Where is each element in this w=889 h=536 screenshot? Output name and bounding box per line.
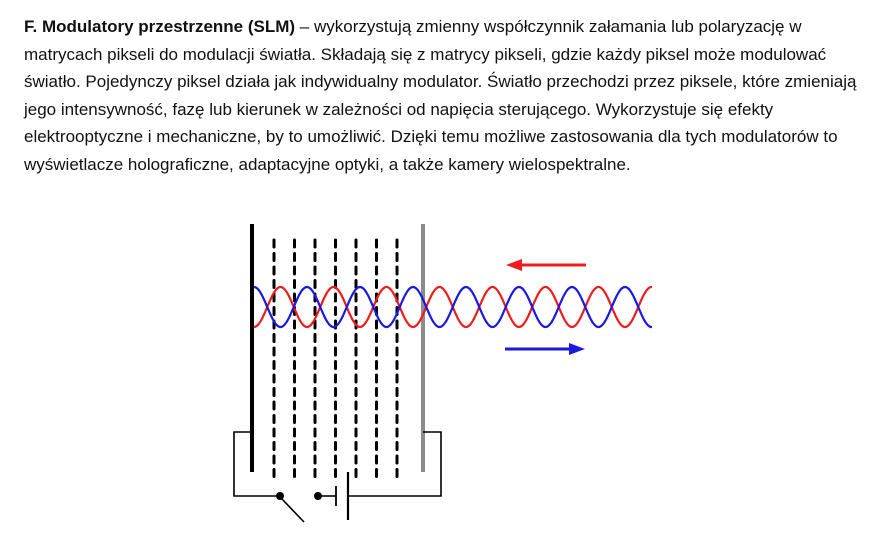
pixel-matrix [274,240,397,477]
slm-diagram [228,220,660,530]
slm-term: F. Modulatory przestrzenne (SLM) [24,17,295,36]
red-arrow-left-icon [506,259,586,271]
slm-description: – wykorzystują zmienny współczynnik zała… [24,17,856,174]
switch-icon [276,492,332,522]
slm-paragraph: F. Modulatory przestrzenne (SLM) – wykor… [24,13,874,178]
control-circuit [234,432,441,496]
battery-icon [332,472,348,520]
slm-diagram-svg [228,220,660,530]
blue-arrow-right-icon [505,343,585,355]
